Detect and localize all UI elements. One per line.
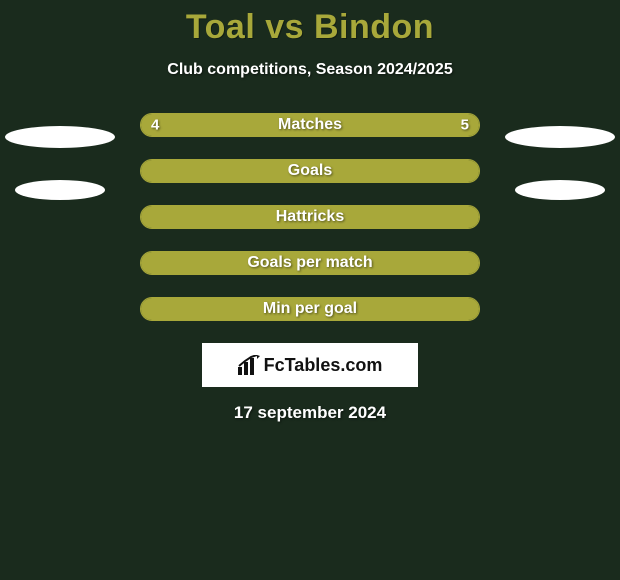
- stat-value-left: 4: [151, 117, 159, 134]
- stat-label: Goals per match: [247, 254, 372, 272]
- stat-bar-right: [310, 160, 479, 182]
- side-ellipse: [5, 126, 115, 148]
- footer-date: 17 september 2024: [234, 403, 386, 423]
- logo-box: FcTables.com: [202, 343, 418, 387]
- stat-bar-left: [141, 114, 290, 136]
- stat-label: Matches: [278, 116, 342, 134]
- stat-value-right: 5: [461, 117, 469, 134]
- stat-label: Goals: [288, 162, 332, 180]
- stat-row: Hattricks: [0, 205, 620, 229]
- logo: FcTables.com: [238, 355, 383, 376]
- stat-row: Goals: [0, 159, 620, 183]
- stat-row: Min per goal: [0, 297, 620, 321]
- logo-text: FcTables.com: [264, 355, 383, 376]
- stat-bar-left: [141, 160, 310, 182]
- page-subtitle: Club competitions, Season 2024/2025: [167, 61, 452, 79]
- side-ellipse: [505, 126, 615, 148]
- side-ellipse: [15, 180, 105, 200]
- stat-label: Min per goal: [263, 300, 357, 318]
- side-ellipse: [515, 180, 605, 200]
- bar-chart-icon: [238, 355, 260, 375]
- page-title: Toal vs Bindon: [186, 8, 434, 47]
- stat-row: Goals per match: [0, 251, 620, 275]
- stat-label: Hattricks: [276, 208, 344, 226]
